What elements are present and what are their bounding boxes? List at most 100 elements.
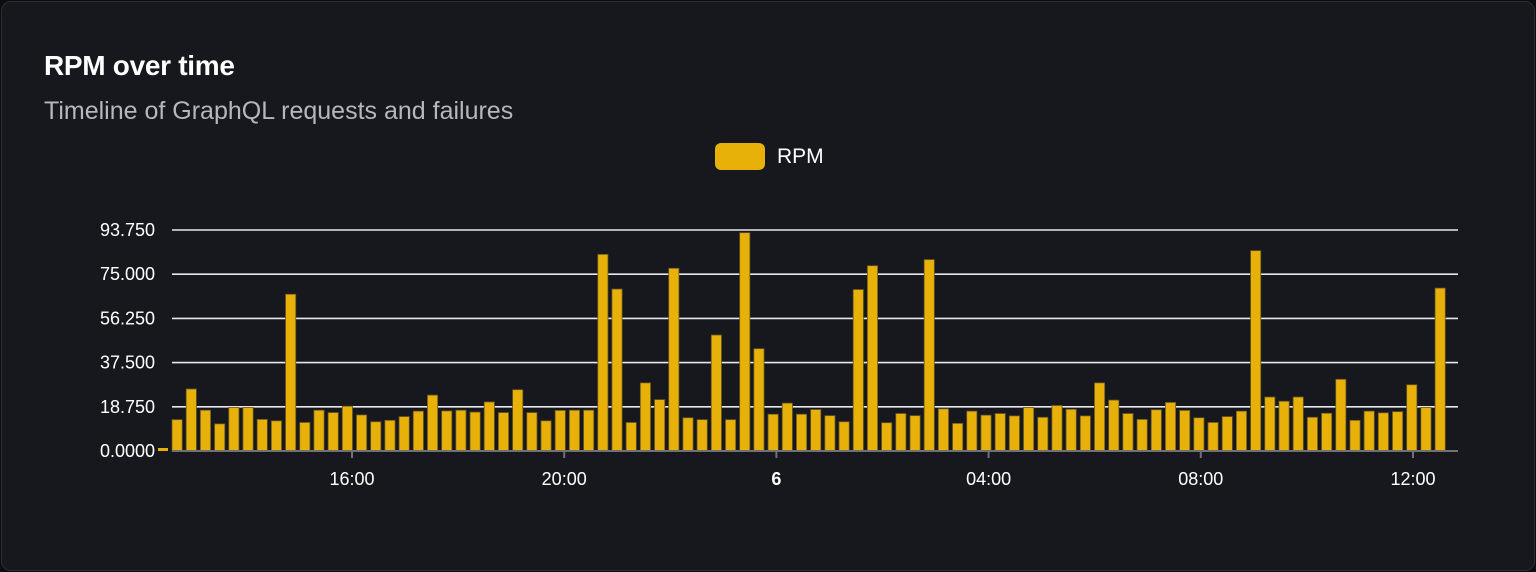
bar xyxy=(696,419,708,452)
bar xyxy=(1377,412,1389,452)
bar xyxy=(1108,399,1120,452)
y-tick-label: 75.000 xyxy=(100,264,155,284)
x-tick-label: 20:00 xyxy=(542,469,587,489)
bar xyxy=(370,421,382,452)
chart-subtitle: Timeline of GraphQL requests and failure… xyxy=(44,97,514,125)
legend-label: RPM xyxy=(777,144,824,168)
bar xyxy=(469,411,481,452)
zero-marker xyxy=(158,448,168,451)
bar xyxy=(199,409,211,452)
bar xyxy=(1037,416,1049,452)
bar xyxy=(1321,412,1333,452)
bar xyxy=(1079,415,1091,452)
bar xyxy=(1306,416,1318,452)
bar xyxy=(639,382,651,452)
bar xyxy=(1221,416,1233,452)
bar xyxy=(1406,384,1418,452)
bar xyxy=(526,412,538,452)
bar xyxy=(412,410,424,452)
bar xyxy=(625,422,637,452)
bar xyxy=(1065,408,1077,452)
bar xyxy=(242,406,254,452)
bar xyxy=(512,389,524,452)
bar xyxy=(866,265,878,452)
bar xyxy=(994,413,1006,452)
bar xyxy=(441,410,453,452)
bar xyxy=(1278,400,1290,452)
chart-title: RPM over time xyxy=(44,50,235,81)
bar xyxy=(980,414,992,452)
y-tick-label: 18.750 xyxy=(100,397,155,417)
bar xyxy=(583,409,595,452)
bar xyxy=(611,288,623,452)
bar xyxy=(668,267,680,452)
bar xyxy=(1235,410,1247,452)
bar xyxy=(838,421,850,452)
y-tick-label: 0.0000 xyxy=(100,441,155,461)
bar xyxy=(185,388,197,452)
bar xyxy=(498,412,510,452)
legend-swatch xyxy=(715,143,765,170)
bar xyxy=(781,402,793,452)
bar xyxy=(554,410,566,452)
bar xyxy=(753,348,765,452)
bar xyxy=(966,410,978,452)
bar xyxy=(1420,406,1432,452)
bar xyxy=(1264,396,1276,452)
bar xyxy=(256,419,268,452)
bar xyxy=(299,422,311,452)
bar xyxy=(1207,422,1219,452)
bar xyxy=(739,232,751,452)
x-tick-label: 6 xyxy=(771,469,781,489)
bar xyxy=(313,409,325,452)
bar xyxy=(1165,402,1177,452)
bar xyxy=(341,405,353,452)
bar xyxy=(1363,410,1375,452)
bar xyxy=(1250,250,1262,452)
bar xyxy=(1193,417,1205,452)
bar xyxy=(427,394,439,452)
bar xyxy=(270,420,282,452)
bar xyxy=(852,289,864,452)
bar xyxy=(796,413,808,452)
bar xyxy=(597,253,609,452)
bar xyxy=(540,420,552,452)
bar xyxy=(654,399,666,452)
bar xyxy=(483,401,495,452)
bar xyxy=(895,413,907,452)
bar xyxy=(171,419,183,452)
bar xyxy=(1292,396,1304,452)
bar xyxy=(455,409,467,452)
bar xyxy=(1051,405,1063,452)
bar xyxy=(285,293,297,452)
legend-item-rpm[interactable]: RPM xyxy=(715,143,824,170)
bar xyxy=(214,423,226,452)
bar xyxy=(1023,406,1035,452)
bar xyxy=(398,416,410,452)
bar xyxy=(228,406,240,452)
y-tick-label: 93.750 xyxy=(100,220,155,240)
bar xyxy=(824,415,836,452)
bar xyxy=(725,419,737,452)
bar xyxy=(810,409,822,452)
bar xyxy=(1392,411,1404,452)
bar xyxy=(1094,382,1106,452)
bar xyxy=(1179,410,1191,452)
bar xyxy=(327,412,339,452)
y-tick-label: 37.500 xyxy=(100,353,155,373)
bar xyxy=(710,334,722,452)
bar xyxy=(1008,415,1020,452)
bar xyxy=(1136,419,1148,452)
x-tick-label: 04:00 xyxy=(966,469,1011,489)
x-tick-label: 08:00 xyxy=(1178,469,1223,489)
bar xyxy=(384,419,396,452)
bar xyxy=(1150,409,1162,452)
x-tick-label: 16:00 xyxy=(329,469,374,489)
y-tick-label: 56.250 xyxy=(100,308,155,328)
x-tick-label: 12:00 xyxy=(1390,469,1435,489)
bar xyxy=(1434,287,1446,452)
bar xyxy=(923,259,935,452)
bar xyxy=(356,414,368,452)
